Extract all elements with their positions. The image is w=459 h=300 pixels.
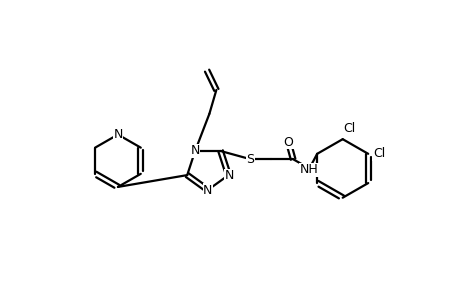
Text: Cl: Cl	[342, 122, 354, 135]
Text: Cl: Cl	[372, 147, 384, 160]
Text: O: O	[283, 136, 293, 149]
Text: N: N	[224, 169, 234, 182]
Text: N: N	[190, 145, 199, 158]
Text: N: N	[113, 128, 123, 141]
Text: S: S	[246, 153, 254, 166]
Text: N: N	[203, 184, 212, 196]
Text: NH: NH	[299, 164, 318, 176]
